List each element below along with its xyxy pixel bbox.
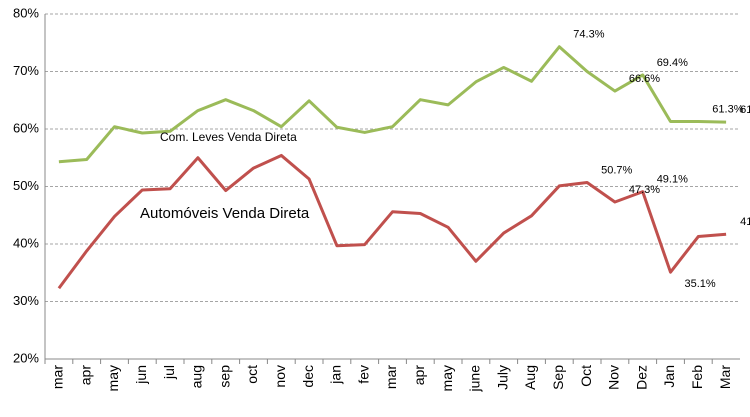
value-label: 74.3% <box>573 29 604 41</box>
x-tick-label: mar <box>383 365 399 389</box>
x-tick-label: Jan <box>661 365 677 388</box>
y-tick-label: 30% <box>13 293 39 308</box>
x-tick-label: jan <box>328 365 344 385</box>
x-tick-label: sep <box>216 365 232 388</box>
x-tick-label: june <box>467 365 483 393</box>
x-tick-label: apr <box>411 365 427 386</box>
series-label: Automóveis Venda Direta <box>140 205 310 222</box>
x-tick-label: nov <box>272 365 288 388</box>
x-tick-label: Mar <box>717 365 733 389</box>
y-tick-label: 20% <box>13 350 39 365</box>
x-tick-label: July <box>494 365 510 390</box>
x-tick-label: mar <box>50 365 66 389</box>
x-tick-label: Aug <box>522 365 538 390</box>
x-tick-label: aug <box>189 365 205 388</box>
x-tick-label: apr <box>77 365 93 386</box>
x-tick-label: jun <box>133 365 149 385</box>
y-tick-label: 60% <box>13 120 39 135</box>
value-label: 41.7% <box>740 216 750 228</box>
x-tick-label: Nov <box>606 365 622 390</box>
value-label: 66.6% <box>629 73 660 85</box>
value-label: 61.3% <box>712 103 743 115</box>
x-tick-label: Sep <box>550 365 566 390</box>
x-tick-label: fev <box>355 365 371 384</box>
x-tick-label: oct <box>244 365 260 384</box>
value-label: 47.3% <box>629 184 660 196</box>
x-tick-label: dec <box>300 365 316 388</box>
x-tick-label: Feb <box>689 365 705 389</box>
value-label: 49.1% <box>657 174 688 186</box>
series-line <box>57 153 727 290</box>
value-label: 61.2% <box>740 104 750 116</box>
y-tick-label: 40% <box>13 235 39 250</box>
x-tick-label: jul <box>161 365 177 380</box>
series-line <box>58 45 727 164</box>
y-tick-label: 50% <box>13 178 39 193</box>
series-label: Com. Leves Venda Direta <box>160 130 297 144</box>
y-tick-label: 70% <box>13 63 39 78</box>
x-tick-label: Oct <box>578 365 594 387</box>
y-tick-label: 80% <box>13 5 39 20</box>
x-tick-label: may <box>439 365 455 391</box>
value-label: 50.7% <box>601 164 632 176</box>
value-label: 69.4% <box>657 57 688 69</box>
x-tick-label: Dez <box>633 365 649 390</box>
value-label: 35.1% <box>685 278 716 290</box>
x-tick-label: may <box>105 365 121 391</box>
